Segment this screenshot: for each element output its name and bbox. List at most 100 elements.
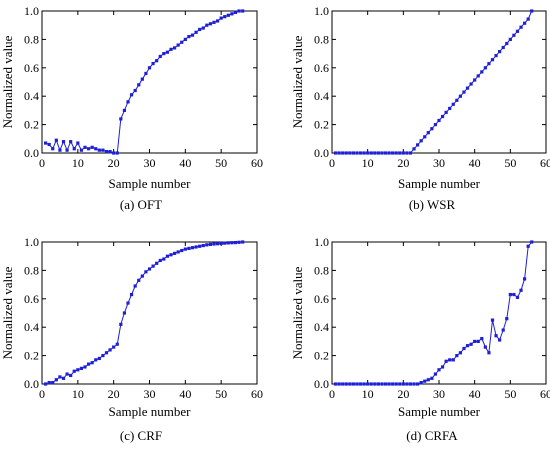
data-point [383,382,388,386]
data-point [530,240,534,244]
y-tick-label: 0.6 [314,61,329,75]
data-point [176,43,180,47]
data-point [69,373,73,378]
y-tick-label: 0.0 [24,377,39,391]
data-point [515,29,520,33]
data-point [430,376,434,380]
x-tick-label: 50 [504,156,516,170]
x-tick-label: 40 [179,156,191,170]
data-point [523,277,527,281]
y-tick-label: 1.0 [314,235,329,249]
data-point [86,362,91,366]
data-point [237,240,241,244]
chart-panel-1: 0 10 20 30 40 50 60 0.0 0.2 0.4 0.6 0.8 1.0 Sample nu… [0,4,263,212]
data-point [226,241,230,245]
data-point [490,318,495,322]
y-tick-label: 0.8 [314,263,329,277]
data-point [101,354,105,358]
data-point [348,382,352,386]
data-point [137,83,141,87]
data-point [162,52,166,56]
data-point [165,254,170,258]
data-point [47,380,51,385]
data-point [133,284,137,288]
data-point [79,148,84,152]
data-point [205,23,209,27]
data-point [391,151,395,155]
data-point [423,379,427,383]
data-point [155,261,159,265]
data-point [366,382,370,386]
data-point [351,382,355,386]
y-tick-label: 1.0 [314,4,329,18]
data-point [451,102,455,106]
data-point [387,382,391,386]
data-point [483,66,487,70]
data-point [126,100,130,104]
data-point [440,114,445,119]
data-point [451,358,455,362]
data-point [58,375,62,379]
data-point [455,98,459,102]
data-point [94,358,98,362]
plot-frame [331,10,547,154]
data-point [129,292,134,297]
data-point [51,380,55,385]
data-point [433,372,438,376]
data-point [172,46,177,50]
data-point [180,40,184,44]
chart-caption: (d) CRFA [406,428,458,443]
data-point [515,295,520,299]
data-point [394,151,398,155]
data-point [108,149,112,154]
data-point [387,151,391,155]
data-point [223,241,227,245]
data-point [505,41,509,46]
chart-panel-3: 0 10 20 30 40 50 60 0.0 0.2 0.4 0.6 0.8 1.0 Sample nu… [0,235,263,443]
series-line [45,10,243,154]
chart-panel-4: 0 10 20 30 40 50 60 0.0 0.2 0.4 0.6 0.8 1.0 Sample nu… [290,235,550,443]
data-point [51,147,55,151]
data-point [72,147,76,151]
y-tick-label: 0.4 [24,320,39,334]
y-tick-label: 1.0 [24,4,39,18]
data-point [58,148,62,152]
y-tick-label: 0.4 [24,89,39,103]
data-point [94,147,98,151]
data-point [83,145,87,149]
data-point [398,382,402,386]
data-point [490,58,495,62]
data-point [201,243,205,248]
data-point [101,148,105,152]
x-axis-label: Sample number [398,176,481,191]
data-point [358,382,363,386]
data-point [405,151,409,155]
data-point [147,66,152,70]
data-point [233,10,238,15]
data-point [526,244,530,248]
data-point [437,118,441,123]
x-tick-label: 50 [215,156,227,170]
data-point [126,301,130,305]
data-point [47,142,51,147]
data-point [86,147,91,151]
data-point [465,86,470,90]
data-point [423,135,427,139]
data-point [61,140,66,144]
data-point [380,151,384,155]
data-point [401,382,405,386]
data-point [119,117,123,121]
data-point [483,345,487,349]
x-tick-label: 20 [397,156,409,170]
data-point [226,13,230,17]
data-point [512,33,516,37]
data-point [133,88,137,93]
data-point [183,37,187,41]
series-line [335,10,533,154]
data-point [476,74,480,78]
data-point [137,278,141,282]
series-line [335,241,533,385]
data-point [198,27,202,32]
data-point [444,110,448,114]
